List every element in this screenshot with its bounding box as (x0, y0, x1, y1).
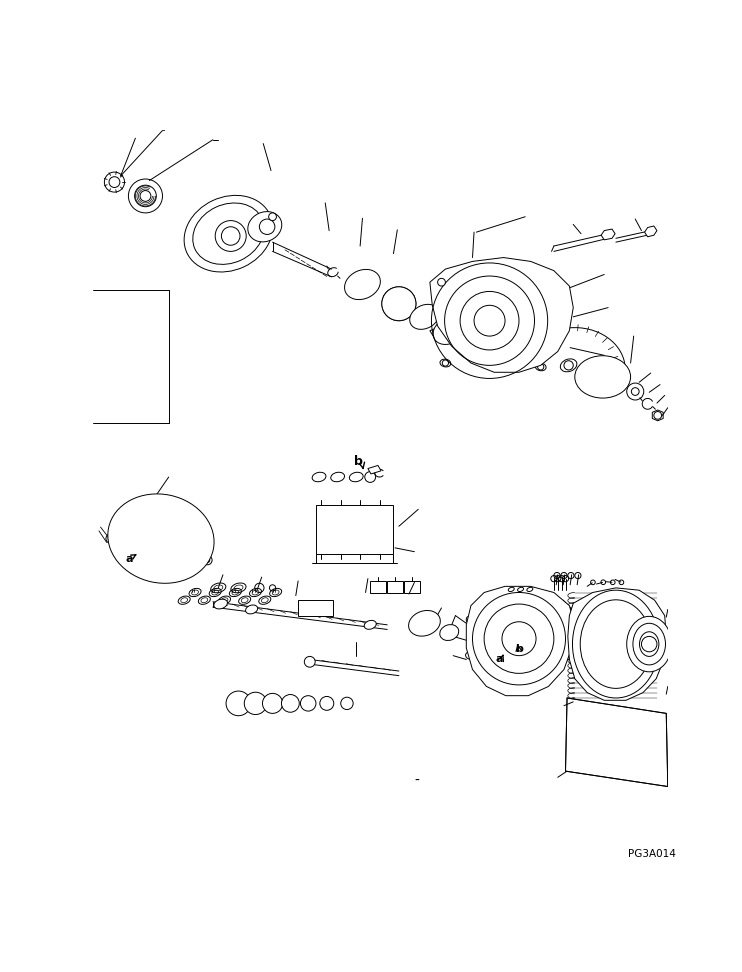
Circle shape (215, 221, 246, 252)
Ellipse shape (364, 620, 376, 629)
Circle shape (320, 697, 334, 711)
Polygon shape (316, 505, 393, 554)
Text: -: - (414, 774, 419, 787)
Ellipse shape (344, 269, 381, 299)
Polygon shape (430, 258, 574, 372)
Circle shape (263, 693, 283, 713)
Polygon shape (130, 563, 138, 571)
Polygon shape (645, 226, 657, 237)
Polygon shape (568, 588, 666, 700)
Polygon shape (565, 698, 668, 786)
Ellipse shape (410, 304, 439, 330)
Circle shape (226, 691, 251, 715)
Text: b: b (354, 455, 363, 469)
Polygon shape (652, 410, 663, 421)
Ellipse shape (108, 494, 214, 583)
Ellipse shape (433, 317, 465, 344)
Circle shape (244, 692, 266, 714)
Ellipse shape (575, 356, 631, 399)
Ellipse shape (246, 605, 257, 614)
Circle shape (281, 695, 299, 712)
Circle shape (438, 278, 445, 286)
Polygon shape (430, 304, 441, 314)
Ellipse shape (409, 610, 440, 636)
Ellipse shape (627, 616, 672, 672)
Polygon shape (387, 581, 403, 593)
Polygon shape (601, 229, 615, 240)
Polygon shape (370, 581, 386, 593)
Ellipse shape (248, 212, 282, 242)
Circle shape (269, 213, 277, 221)
Circle shape (304, 656, 315, 667)
Circle shape (301, 696, 316, 712)
Ellipse shape (214, 599, 227, 608)
Polygon shape (298, 600, 333, 615)
Text: a: a (125, 554, 136, 564)
Polygon shape (430, 328, 441, 337)
Circle shape (260, 219, 275, 234)
Text: PG3A014: PG3A014 (628, 850, 675, 859)
Circle shape (382, 287, 416, 321)
Ellipse shape (184, 195, 272, 272)
Text: a: a (496, 654, 503, 665)
Polygon shape (466, 586, 575, 696)
Ellipse shape (440, 625, 459, 641)
Circle shape (341, 697, 353, 710)
Polygon shape (368, 466, 381, 474)
Text: b: b (515, 644, 523, 654)
Polygon shape (404, 581, 420, 593)
